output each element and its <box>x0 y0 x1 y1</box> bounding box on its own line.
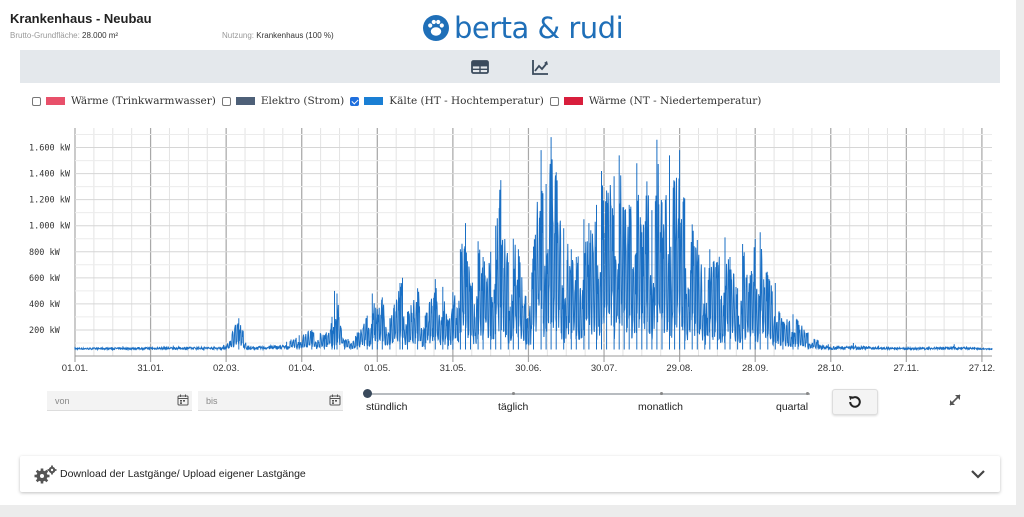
calendar-icon[interactable] <box>329 394 341 406</box>
x-tick-label: 02.03. <box>213 363 239 374</box>
x-tick-label: 01.04. <box>289 363 315 374</box>
brand-logo: berta & rudi <box>422 10 624 46</box>
legend-swatch <box>46 97 65 105</box>
load-profile-chart[interactable]: 200 kW 400 kW 600 kW 800 kW 1.000 kW 1.200 kW… <box>0 120 1016 380</box>
table-icon[interactable] <box>470 57 490 77</box>
resolution-option-daily[interactable]: täglich <box>498 401 529 413</box>
usage-meta: Nutzung: Krankenhaus (100 %) <box>222 31 334 40</box>
area-meta: Brutto-Grundfläche: 28.000 m² <box>10 31 118 40</box>
resolution-option-quarter[interactable]: quartal <box>776 401 809 413</box>
x-tick-label: 28.10. <box>818 363 844 374</box>
legend-swatch <box>364 97 384 105</box>
resolution-slider-knob[interactable] <box>363 389 372 398</box>
y-tick-label: 1.200 kW <box>29 196 71 206</box>
legend-item-waerme-nt[interactable]: Wärme (NT - Niedertemperatur) <box>549 95 762 107</box>
legend-item-elektro[interactable]: Elektro (Strom) <box>221 95 345 107</box>
usage-label: Nutzung: <box>222 31 255 40</box>
line-chart-icon[interactable] <box>530 57 550 77</box>
x-tick-label: 29.08. <box>666 363 692 374</box>
slider-tick <box>512 392 515 395</box>
x-tick-label: 28.09. <box>742 363 768 374</box>
y-tick-label: 1.400 kW <box>29 170 71 180</box>
area-label: Brutto-Grundfläche: <box>10 31 80 40</box>
x-tick-label: 27.12. <box>969 363 995 374</box>
y-tick-label: 600 kW <box>29 274 61 284</box>
resolution-slider-track[interactable] <box>366 393 810 395</box>
download-upload-panel[interactable]: Download der Lastgänge/ Upload eigener L… <box>20 456 1000 492</box>
usage-value: Krankenhaus (100 %) <box>256 31 334 40</box>
reset-icon <box>849 396 861 408</box>
legend-label: Wärme (Trinkwarmwasser) <box>71 95 216 107</box>
to-date-input[interactable]: bis <box>198 391 343 411</box>
slider-tick <box>660 392 663 395</box>
from-date-input[interactable]: von <box>47 391 192 411</box>
page-title: Krankenhaus - Neubau <box>10 11 152 26</box>
chevron-down-icon[interactable] <box>970 468 986 480</box>
resolution-option-hourly[interactable]: stündlich <box>366 401 408 413</box>
resolution-option-monthly[interactable]: monatlich <box>638 401 683 413</box>
area-value: 28.000 m² <box>82 31 119 40</box>
y-tick-label: 1.600 kW <box>29 144 71 154</box>
expand-icon[interactable] <box>947 392 963 408</box>
paw-icon <box>423 15 449 41</box>
x-tick-label: 30.06. <box>515 363 541 374</box>
legend-checkbox[interactable] <box>549 96 559 106</box>
slider-tick <box>806 392 809 395</box>
x-tick-label: 27.11. <box>893 363 919 374</box>
legend-swatch <box>235 97 255 105</box>
legend-label: Elektro (Strom) <box>260 95 345 107</box>
legend-checkbox[interactable] <box>221 96 231 106</box>
legend-checkbox[interactable] <box>32 96 41 106</box>
calendar-icon[interactable] <box>177 394 189 406</box>
legend-item-waerme-tww[interactable]: Wärme (Trinkwarmwasser) <box>32 95 216 107</box>
download-panel-label: Download der Lastgänge/ Upload eigener L… <box>60 468 306 480</box>
y-tick-label: 200 kW <box>29 326 61 336</box>
view-toolbar <box>20 50 1000 83</box>
y-axis-labels: 200 kW 400 kW 600 kW 800 kW 1.000 kW 1.200 kW… <box>29 144 71 336</box>
series-line-kaelte-ht <box>74 137 993 352</box>
logo-text: berta & rudi <box>454 11 624 45</box>
y-tick-label: 1.000 kW <box>29 222 71 232</box>
reset-zoom-button[interactable] <box>832 389 878 415</box>
y-tick-label: 400 kW <box>29 300 61 310</box>
x-tick-label: 31.01. <box>137 363 163 374</box>
legend-checkbox-checked[interactable] <box>350 96 360 106</box>
x-tick-label: 31.05. <box>440 363 466 374</box>
x-tick-label: 01.05. <box>364 363 390 374</box>
x-axis-labels: 01.01. 31.01. 02.03. 01.04. 01.05. 31.05. 30.0… <box>62 363 995 374</box>
main-card: Krankenhaus - Neubau Brutto-Grundfläche:… <box>0 0 1016 505</box>
legend-label: Wärme (NT - Niedertemperatur) <box>588 95 762 107</box>
gears-icon <box>34 465 57 484</box>
x-tick-label: 30.07. <box>591 363 617 374</box>
legend-swatch <box>563 97 583 105</box>
x-tick-label: 01.01. <box>62 363 88 374</box>
legend-label: Kälte (HT - Hochtemperatur) <box>389 95 544 107</box>
legend-item-kaelte-ht[interactable]: Kälte (HT - Hochtemperatur) <box>350 95 544 107</box>
y-tick-label: 800 kW <box>29 248 61 258</box>
chart-legend: Wärme (Trinkwarmwasser) Elektro (Strom) … <box>32 95 767 107</box>
